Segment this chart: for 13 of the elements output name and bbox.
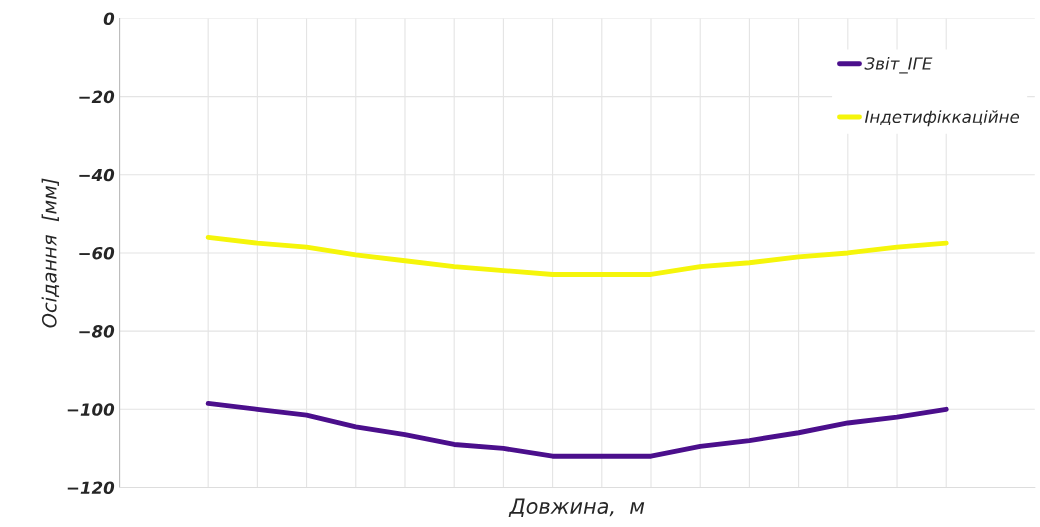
y-tick-label: 0 bbox=[103, 12, 115, 26]
y-tick-label: −100 bbox=[67, 403, 115, 416]
x-axis-title: Довжина, м bbox=[508, 498, 645, 517]
legend-label: Звіт_ІГЕ bbox=[864, 56, 933, 74]
y-axis-title: Осідання [мм] bbox=[41, 178, 60, 328]
y-tick-label: −120 bbox=[67, 481, 115, 495]
line-series bbox=[205, 234, 949, 277]
line-series bbox=[205, 401, 949, 459]
y-tick-label: −40 bbox=[79, 168, 115, 182]
legend-label: Індетифіккаційне bbox=[864, 110, 1020, 127]
y-tick-label: −80 bbox=[79, 325, 115, 338]
y-tick-label: −60 bbox=[79, 246, 115, 260]
y-tick-label: −20 bbox=[79, 90, 115, 104]
